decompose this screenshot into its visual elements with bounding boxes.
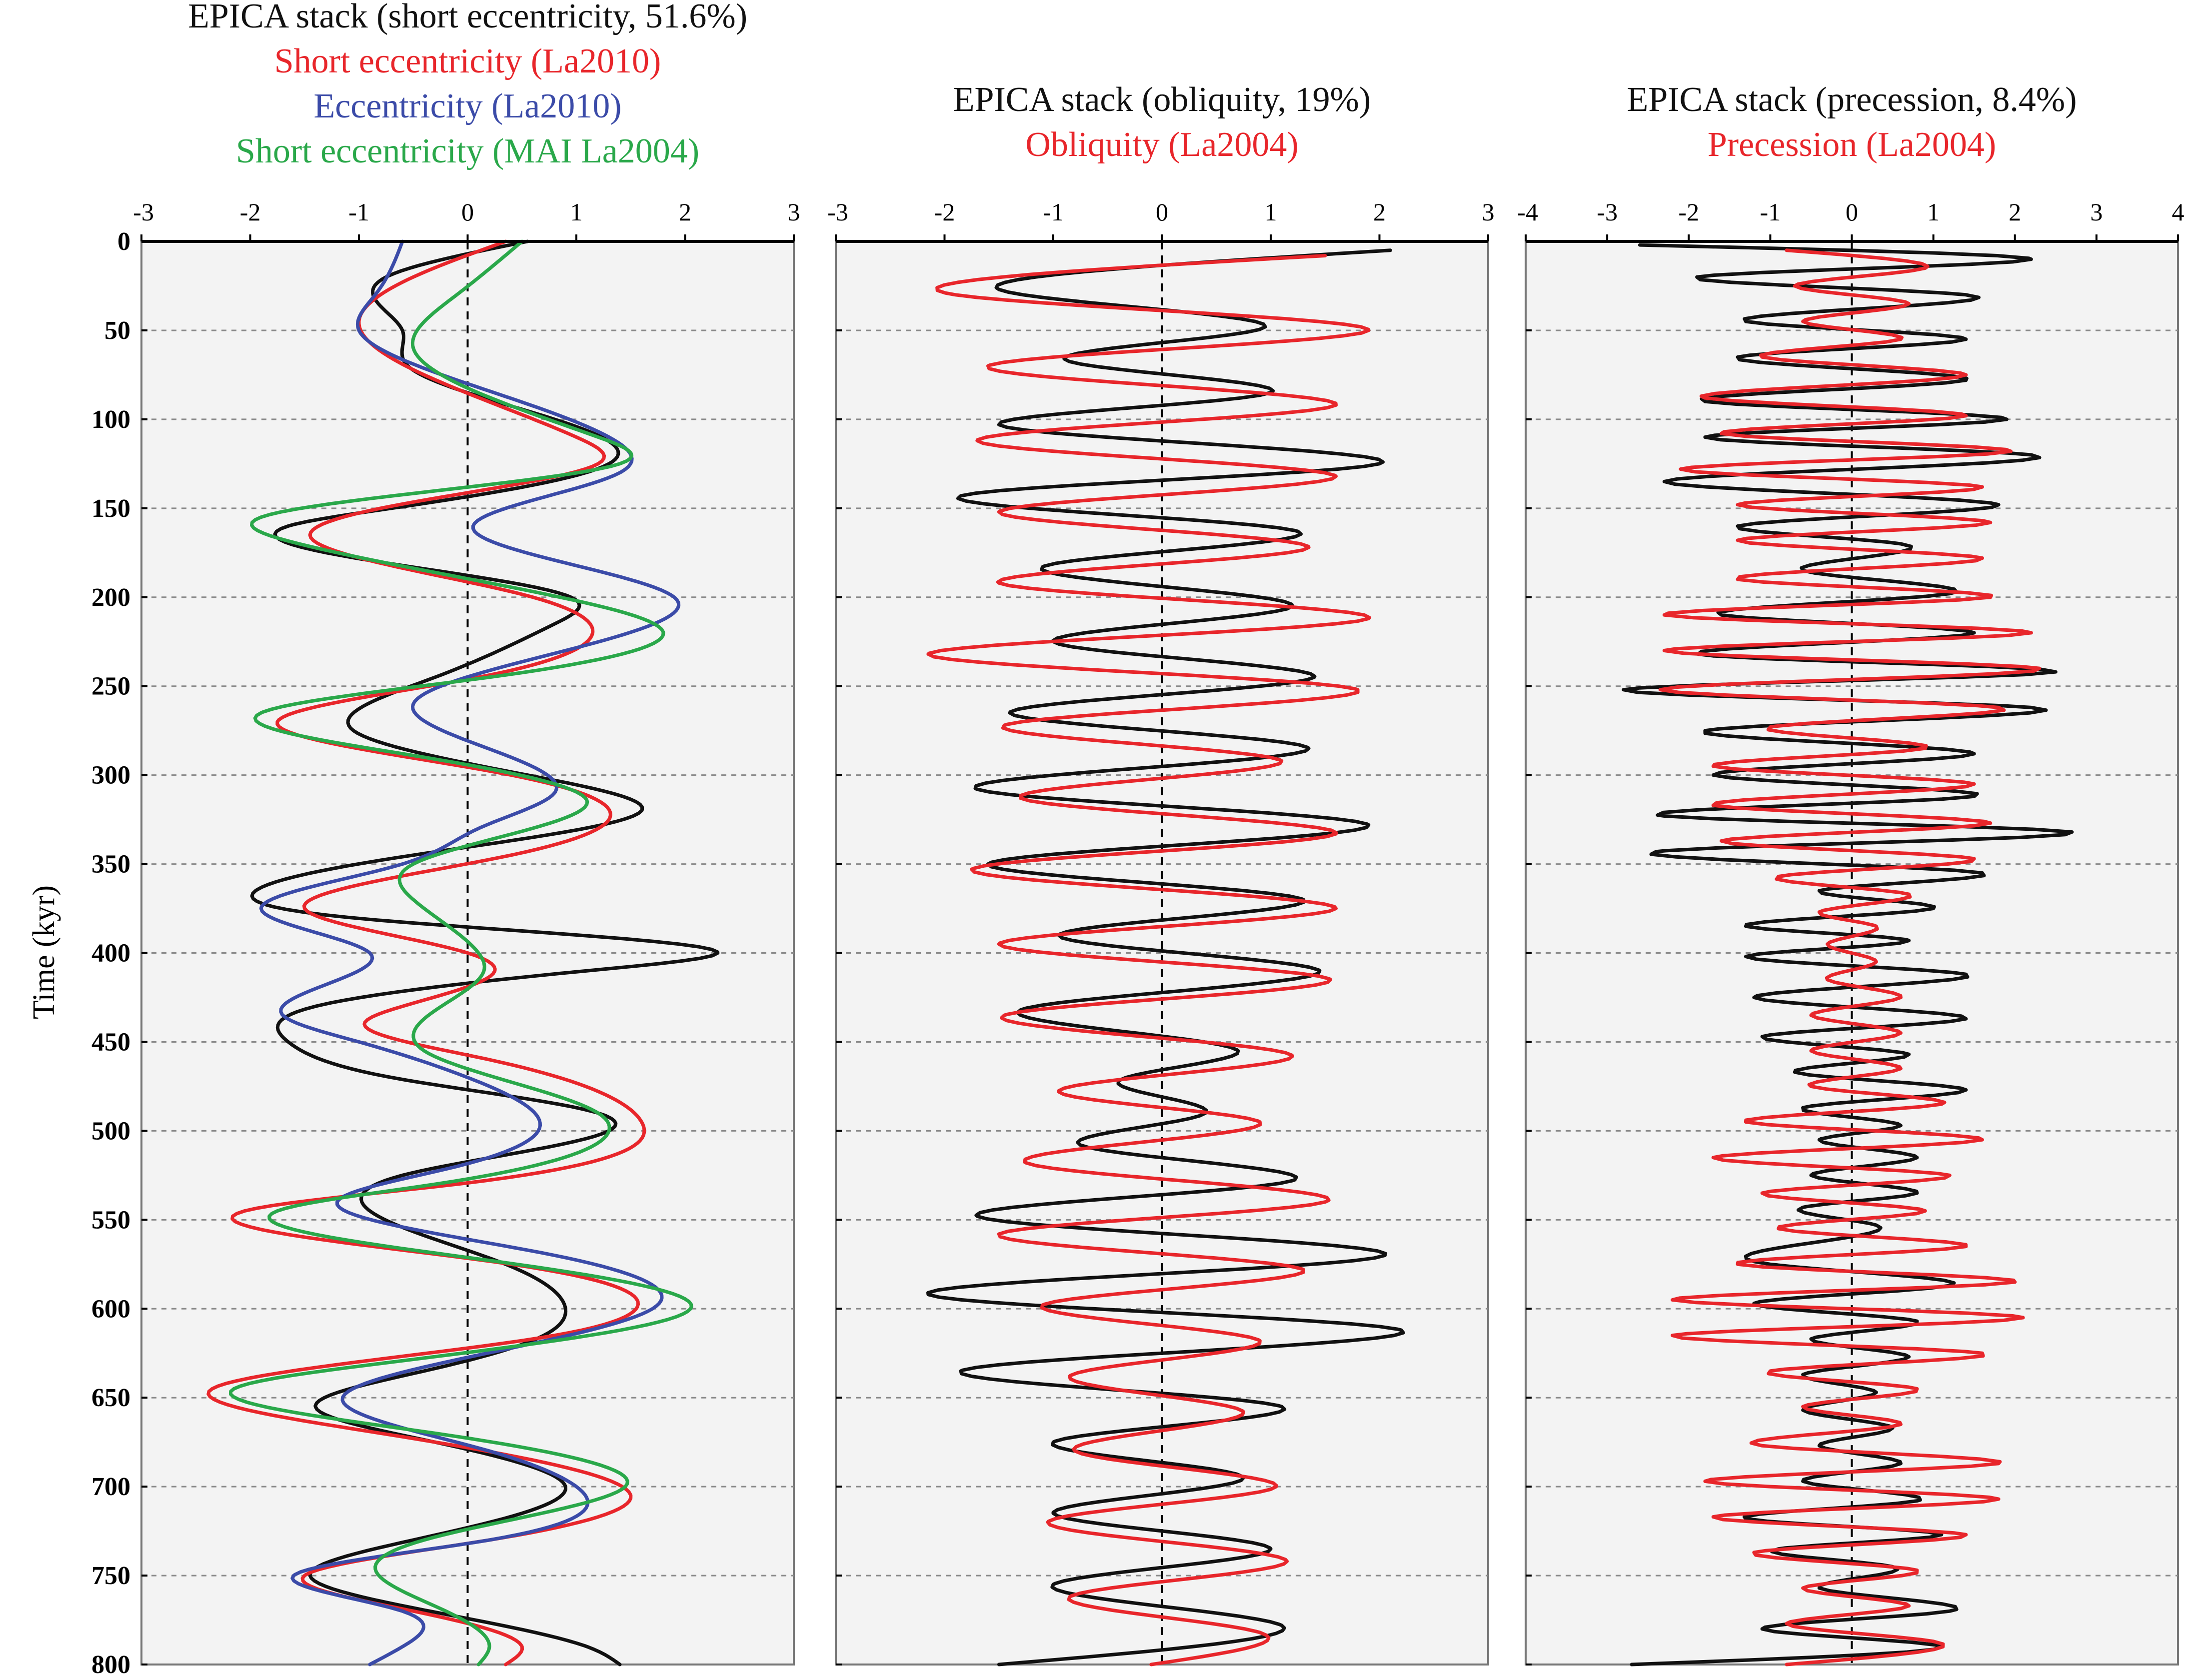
chart-title-1: Precession (La2004) (1708, 125, 1996, 164)
x-tick-label: -1 (1043, 198, 1064, 226)
x-tick-label: 0 (461, 198, 474, 226)
y-tick-label: 500 (91, 1117, 130, 1145)
panel-short-eccentricity: -3 -2 -1 0 1 2 3 0 50 100 150 200 250 300 350 400 450 500… (91, 0, 800, 1679)
series-line-1 (1658, 248, 2042, 1667)
x-tick-label: -2 (934, 198, 955, 226)
y-tick-label: 250 (91, 672, 130, 701)
chart-title-1: Short eccentricity (La2010) (274, 42, 661, 80)
y-tick-label: 550 (91, 1206, 130, 1234)
chart-title-0: EPICA stack (short eccentricity, 51.6%) (188, 0, 747, 35)
series-line-1 (926, 254, 1372, 1667)
x-tick-label: 2 (679, 198, 691, 226)
x-tick-label: -3 (827, 198, 848, 226)
chart-title-3: Short eccentricity (MAI La2004) (236, 132, 699, 170)
series-line-0 (926, 248, 1405, 1667)
x-tick-label: 3 (788, 198, 800, 226)
y-tick-label: 100 (91, 405, 130, 434)
chart-title-1: Obliquity (La2004) (1025, 125, 1298, 164)
x-tick-label: 0 (1846, 198, 1858, 226)
panel-obliquity: -3 -2 -1 0 1 2 3 EPICA stack (obliquity, 19%) Ob… (827, 80, 1495, 1667)
x-tick-label: 1 (1265, 198, 1277, 226)
chart-title-0: EPICA stack (obliquity, 19%) (953, 80, 1371, 119)
x-tick-label: 1 (1927, 198, 1940, 226)
y-tick-label: 350 (91, 850, 130, 879)
x-tick-label: 2 (2009, 198, 2021, 226)
y-tick-label: 700 (91, 1473, 130, 1501)
series-line-0 (1622, 243, 2074, 1667)
x-tick-label: -4 (1517, 198, 1538, 226)
y-tick-label: 150 (91, 494, 130, 523)
y-tick-label: 650 (91, 1384, 130, 1412)
x-tick-label: 2 (1373, 198, 1386, 226)
x-tick-label: 4 (2172, 198, 2185, 226)
panel-precession: -4 -3 -2 -1 0 1 2 3 4 EPICA stack (precession, 8.… (1517, 80, 2185, 1667)
series-line-3 (228, 239, 693, 1667)
y-tick-label: 0 (117, 227, 130, 256)
chart-title-2: Eccentricity (La2010) (313, 87, 621, 125)
x-tick-label: -3 (1597, 198, 1618, 226)
y-tick-label: 200 (91, 583, 130, 612)
y-tick-label: 750 (91, 1562, 130, 1590)
series-line-0 (250, 239, 720, 1667)
x-tick-label: -3 (133, 198, 154, 226)
x-tick-label: 3 (2090, 198, 2103, 226)
chart-title-0: EPICA stack (precession, 8.4%) (1627, 80, 2077, 119)
x-tick-label: -2 (1678, 198, 1699, 226)
y-tick-label: 600 (91, 1295, 130, 1323)
x-tick-label: 3 (1482, 198, 1495, 226)
y-tick-label: 300 (91, 761, 130, 790)
y-axis-title: Time (kyr) (27, 885, 61, 1019)
x-tick-label: -1 (1760, 198, 1781, 226)
x-tick-label: 1 (570, 198, 583, 226)
x-tick-label: -2 (240, 198, 261, 226)
x-tick-label: -1 (348, 198, 369, 226)
y-tick-label: 50 (104, 316, 130, 345)
x-tick-label: 0 (1156, 198, 1168, 226)
y-tick-label: 450 (91, 1028, 130, 1056)
y-tick-label: 400 (91, 939, 130, 968)
y-tick-label: 800 (91, 1651, 130, 1679)
